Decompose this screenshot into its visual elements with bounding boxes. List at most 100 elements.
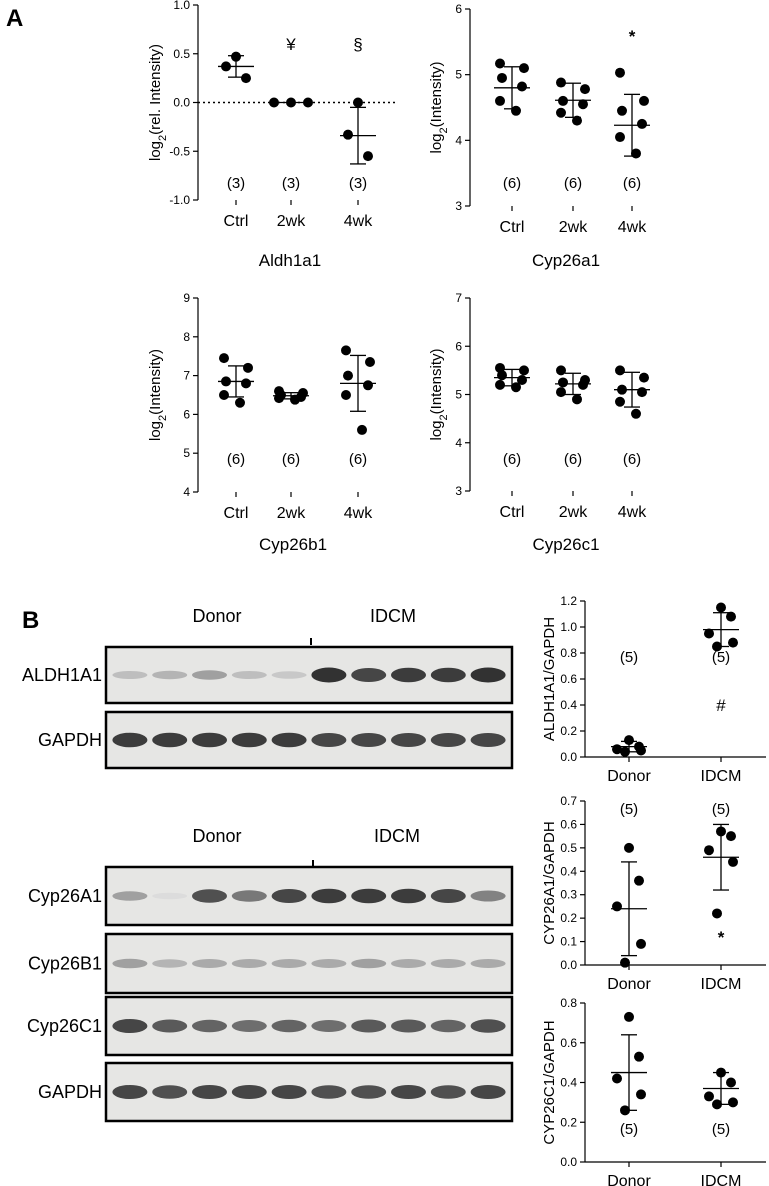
data-point bbox=[572, 394, 582, 405]
y-tick-label: 0.1 bbox=[560, 935, 577, 949]
data-point bbox=[726, 1077, 736, 1088]
x-tick-label: Ctrl bbox=[500, 504, 525, 521]
x-tick-label: Donor bbox=[607, 1173, 651, 1186]
y-tick-label: 0.4 bbox=[560, 1076, 577, 1090]
data-point bbox=[615, 132, 625, 143]
n-label: (3) bbox=[282, 175, 300, 192]
data-point bbox=[624, 735, 634, 746]
blot-band bbox=[390, 888, 427, 904]
blot-band bbox=[311, 1085, 347, 1099]
n-label: (5) bbox=[712, 649, 730, 666]
y-tick-label: 7 bbox=[183, 369, 190, 383]
y-tick-label: 1.2 bbox=[560, 594, 577, 608]
data-point bbox=[578, 99, 588, 110]
blot-band bbox=[231, 1020, 267, 1032]
data-point bbox=[363, 151, 373, 162]
data-point bbox=[517, 81, 527, 92]
y-tick-label: -0.5 bbox=[169, 144, 190, 158]
data-point bbox=[636, 1089, 646, 1100]
data-point bbox=[572, 115, 582, 126]
blot-band bbox=[430, 959, 466, 968]
data-point bbox=[556, 387, 566, 398]
significance-annotation: § bbox=[353, 35, 362, 54]
y-tick-label: 0.2 bbox=[560, 724, 577, 738]
blot-band bbox=[390, 1085, 427, 1099]
y-tick-label: 0.2 bbox=[560, 911, 577, 925]
chart-3: 9 8 7 6 5 4 log2(Intensity) Ctrl 2wk 4wk Cyp26b1 (6… bbox=[147, 291, 376, 554]
blot-band bbox=[430, 667, 466, 683]
blot-band bbox=[191, 732, 228, 748]
x-tick-label: 2wk bbox=[277, 213, 306, 230]
data-point bbox=[341, 345, 351, 356]
y-tick-label: 5 bbox=[455, 388, 462, 402]
n-label: (3) bbox=[349, 175, 367, 192]
data-point bbox=[716, 602, 726, 613]
y-tick-label: 5 bbox=[455, 68, 462, 82]
data-point bbox=[634, 875, 644, 886]
blot-band bbox=[351, 1019, 387, 1033]
blot-band bbox=[191, 889, 228, 903]
blot-band bbox=[390, 959, 427, 968]
data-point bbox=[634, 1051, 644, 1062]
y-tick-label: 9 bbox=[183, 291, 190, 305]
blot-band bbox=[191, 670, 228, 680]
data-point bbox=[728, 1097, 738, 1108]
y-tick-label: 6 bbox=[455, 2, 462, 16]
y-axis-label: log2(Intensity) bbox=[428, 348, 450, 440]
data-point bbox=[726, 831, 736, 842]
data-point bbox=[612, 1073, 622, 1084]
y-tick-label: 6 bbox=[455, 339, 462, 353]
y-tick-label: 6 bbox=[183, 407, 190, 421]
blot-panel-1: Donor IDCM ALDH1A1 GAPDH bbox=[22, 606, 514, 770]
blot-band bbox=[152, 892, 188, 900]
blot-band bbox=[351, 668, 387, 682]
data-point bbox=[631, 408, 641, 419]
y-tick-label: 3 bbox=[455, 199, 462, 213]
blot-row: GAPDH bbox=[38, 710, 514, 770]
blot-row-label: Cyp26B1 bbox=[28, 954, 102, 974]
blot-band bbox=[152, 1085, 188, 1099]
blot-band bbox=[351, 888, 387, 904]
y-tick-label: 0.0 bbox=[560, 958, 577, 972]
data-point bbox=[639, 95, 649, 106]
y-tick-label: 0.0 bbox=[173, 96, 190, 110]
data-point bbox=[343, 370, 353, 381]
n-label: (5) bbox=[620, 801, 638, 818]
data-point bbox=[219, 353, 229, 364]
blot-band bbox=[271, 732, 307, 748]
data-point bbox=[341, 390, 351, 400]
data-point bbox=[556, 365, 566, 376]
y-tick-label: 1.0 bbox=[173, 0, 190, 12]
y-tick-label: 0.5 bbox=[560, 841, 577, 855]
blot-band bbox=[470, 1019, 506, 1033]
x-tick-label: IDCM bbox=[701, 1173, 742, 1186]
blot-band bbox=[152, 1019, 188, 1033]
blot-band bbox=[351, 1085, 387, 1099]
n-label: (5) bbox=[712, 1121, 730, 1138]
n-label: (6) bbox=[623, 451, 641, 468]
n-label: (6) bbox=[282, 451, 300, 468]
y-tick-label: 0.3 bbox=[560, 888, 577, 902]
blot-band bbox=[191, 959, 228, 968]
y-axis-label: log2(Intensity) bbox=[428, 61, 450, 153]
chart-4: 7 6 5 4 3 log2(Intensity) Ctrl 2wk 4wk Cyp26c1 (6)… bbox=[428, 291, 650, 554]
data-point bbox=[636, 938, 646, 949]
significance-annotation: * bbox=[718, 928, 725, 947]
blot-band bbox=[470, 733, 506, 747]
blot-band bbox=[112, 732, 148, 748]
y-tick-label: 0.4 bbox=[560, 864, 577, 878]
y-tick-label: 0.4 bbox=[560, 698, 577, 712]
data-point bbox=[353, 97, 363, 108]
x-tick-label: IDCM bbox=[701, 976, 742, 993]
y-axis-label: CYP26A1/GAPDH bbox=[541, 821, 558, 944]
blot-band bbox=[430, 1019, 466, 1033]
x-tick-label: 4wk bbox=[344, 213, 373, 230]
data-point bbox=[556, 77, 566, 88]
blot-band bbox=[112, 891, 148, 901]
data-point bbox=[343, 129, 353, 140]
blot-row: GAPDH bbox=[38, 1061, 514, 1123]
y-tick-label: -1.0 bbox=[169, 193, 190, 207]
